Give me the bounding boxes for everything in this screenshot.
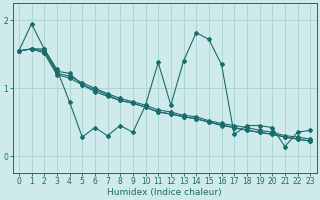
X-axis label: Humidex (Indice chaleur): Humidex (Indice chaleur) (107, 188, 222, 197)
